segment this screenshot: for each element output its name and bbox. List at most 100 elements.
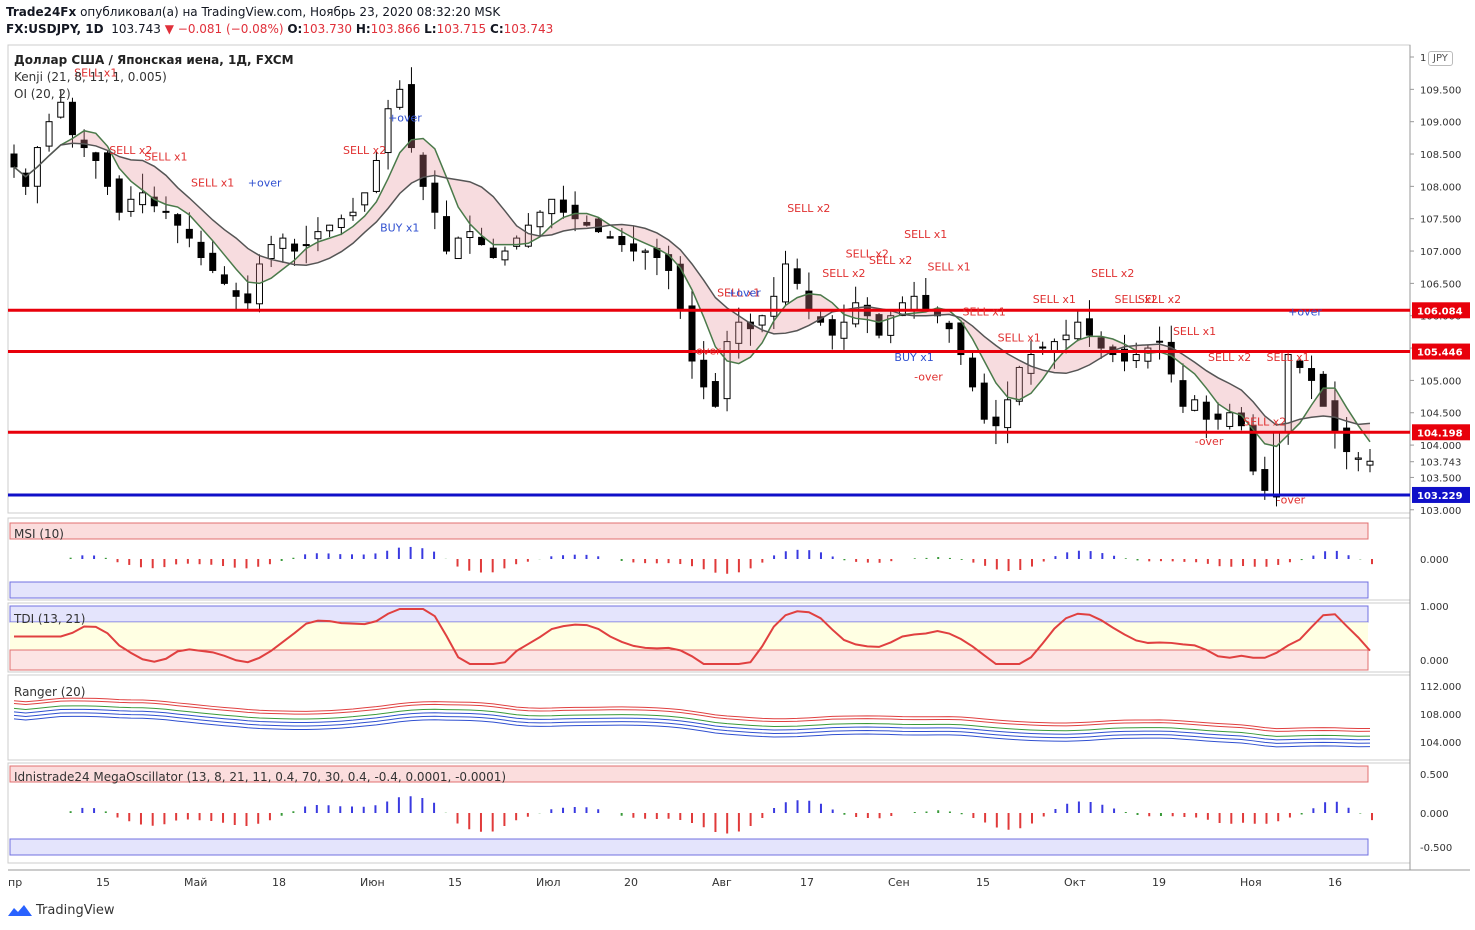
over-signal-label: +over xyxy=(388,112,422,125)
candle-body xyxy=(302,244,310,247)
sell-signal-label: SELL x2 xyxy=(1115,293,1158,306)
sell-signal-label: SELL x2 xyxy=(1243,416,1286,429)
over-signal-label: -over xyxy=(1276,493,1305,506)
tradingview-footer[interactable]: TradingView xyxy=(8,903,115,918)
candle-body xyxy=(1074,321,1082,340)
ranger-label[interactable]: Ranger (20) xyxy=(14,685,86,699)
chart-title: Доллар США / Японская иена, 1Д, FXCM xyxy=(14,53,294,67)
candle-body xyxy=(127,198,135,212)
candle-body xyxy=(1354,457,1362,460)
published-text: опубликовал(а) на TradingView.com, Ноябр… xyxy=(80,5,501,19)
candle-body xyxy=(396,88,404,108)
candle-body xyxy=(174,214,182,226)
sell-signal-label: SELL x1 xyxy=(1173,325,1216,338)
msi-label[interactable]: MSI (10) xyxy=(14,527,64,541)
price-tick-label: 105.000 xyxy=(1420,376,1461,387)
sell-signal-label: SELL x2 xyxy=(343,144,386,157)
candle-body xyxy=(1179,380,1187,407)
level-tag-bg xyxy=(1412,343,1470,360)
ranger-tick-label: 108.000 xyxy=(1420,710,1461,721)
candle-body xyxy=(992,416,1000,427)
over-signal-label: +over xyxy=(1288,306,1322,319)
candle-body xyxy=(10,153,18,168)
candle-body xyxy=(969,357,977,388)
candle-body xyxy=(1062,334,1070,341)
level-tag-104.198: 104.198 xyxy=(1417,428,1463,439)
candle-body xyxy=(454,237,462,260)
candle-body xyxy=(489,247,497,259)
ranger-tick-label: 104.000 xyxy=(1420,738,1461,749)
candle-body xyxy=(559,199,567,213)
time-axis-label: Июл xyxy=(536,876,561,889)
candle-body xyxy=(840,321,848,339)
sell-signal-label: SELL x1 xyxy=(1266,351,1309,364)
slow-ma-line xyxy=(13,142,1371,426)
ranger-tick-label: 112.000 xyxy=(1420,682,1461,693)
candle-body xyxy=(57,101,65,118)
mega-bars xyxy=(69,796,1373,834)
mega-oscillator-label[interactable]: Idnistrade24 MegaOscillator (13, 8, 21, … xyxy=(14,770,507,784)
mega-tick-bottom: -0.500 xyxy=(1420,843,1452,854)
candle-body xyxy=(431,182,439,213)
candle-body xyxy=(115,178,123,213)
currency-badge[interactable]: JPY xyxy=(1428,51,1453,66)
candle-body xyxy=(571,204,579,220)
buy-signal-label: BUY x1 xyxy=(894,351,933,364)
candle-body xyxy=(980,382,988,420)
msi-upper-zone xyxy=(9,522,1369,540)
time-axis-label: 18 xyxy=(272,876,286,889)
time-axis-label: Авг xyxy=(712,876,732,889)
change-value: −0.081 (−0.08%) xyxy=(177,22,284,36)
ranger-line xyxy=(13,715,1371,748)
candle-body xyxy=(875,314,883,336)
level-tag-103.229: 103.229 xyxy=(1417,491,1463,502)
over-signal-label: +over xyxy=(248,176,282,189)
candle-body xyxy=(244,293,252,304)
candle-body xyxy=(536,211,544,228)
last-price-label: 103.743 xyxy=(1420,458,1461,469)
indicator-kenji-label[interactable]: Kenji (21, 8, 11, 1, 0.005) xyxy=(14,70,167,84)
author-name[interactable]: Trade24Fx xyxy=(6,5,77,19)
candle-body xyxy=(337,218,345,228)
candle-body xyxy=(758,315,766,326)
price-tick-label: 104.500 xyxy=(1420,409,1461,420)
candle-body xyxy=(618,235,626,246)
mega-upper-zone xyxy=(9,765,1369,783)
time-axis-label: 15 xyxy=(976,876,990,889)
candle-body xyxy=(419,154,427,187)
candle-body xyxy=(466,231,474,239)
candle-body xyxy=(150,196,158,207)
candle-body xyxy=(711,381,719,407)
candle-body xyxy=(793,268,801,284)
subpane-frame-2 xyxy=(7,674,1411,761)
close-value: 103.743 xyxy=(503,22,554,36)
sell-signal-label: SELL x2 xyxy=(1138,293,1181,306)
indicator-oi-label[interactable]: OI (20, 2) xyxy=(14,87,71,101)
candle-body xyxy=(1249,424,1257,472)
candle-body xyxy=(1144,347,1152,362)
time-axis-label: Сен xyxy=(888,876,910,889)
high-value: 103.866 xyxy=(370,22,421,36)
time-axis-label: Окт xyxy=(1064,876,1086,889)
price-tick-label: 108.500 xyxy=(1420,150,1461,161)
time-axis-label: 20 xyxy=(624,876,638,889)
tdi-mid-zone xyxy=(10,622,1368,650)
candle-body xyxy=(291,243,299,252)
sell-signal-label: SELL x1 xyxy=(144,150,187,163)
close-label: C: xyxy=(490,22,504,36)
candle-body xyxy=(92,152,100,161)
candle-body xyxy=(1015,366,1023,402)
candle-body xyxy=(279,237,287,249)
candle-body xyxy=(443,216,451,252)
sell-signal-label: SELL x2 xyxy=(1091,267,1134,280)
time-axis-label: пр xyxy=(8,876,22,889)
candle-body xyxy=(922,294,930,310)
sell-signal-label: SELL x2 xyxy=(1208,351,1251,364)
tdi-label[interactable]: TDI (13, 21) xyxy=(14,612,86,626)
high-label: H: xyxy=(355,22,371,36)
ranger-line xyxy=(13,700,1371,732)
tdi-upper-zone xyxy=(9,605,1369,623)
candle-body xyxy=(1343,427,1351,453)
candle-body xyxy=(1039,346,1047,349)
